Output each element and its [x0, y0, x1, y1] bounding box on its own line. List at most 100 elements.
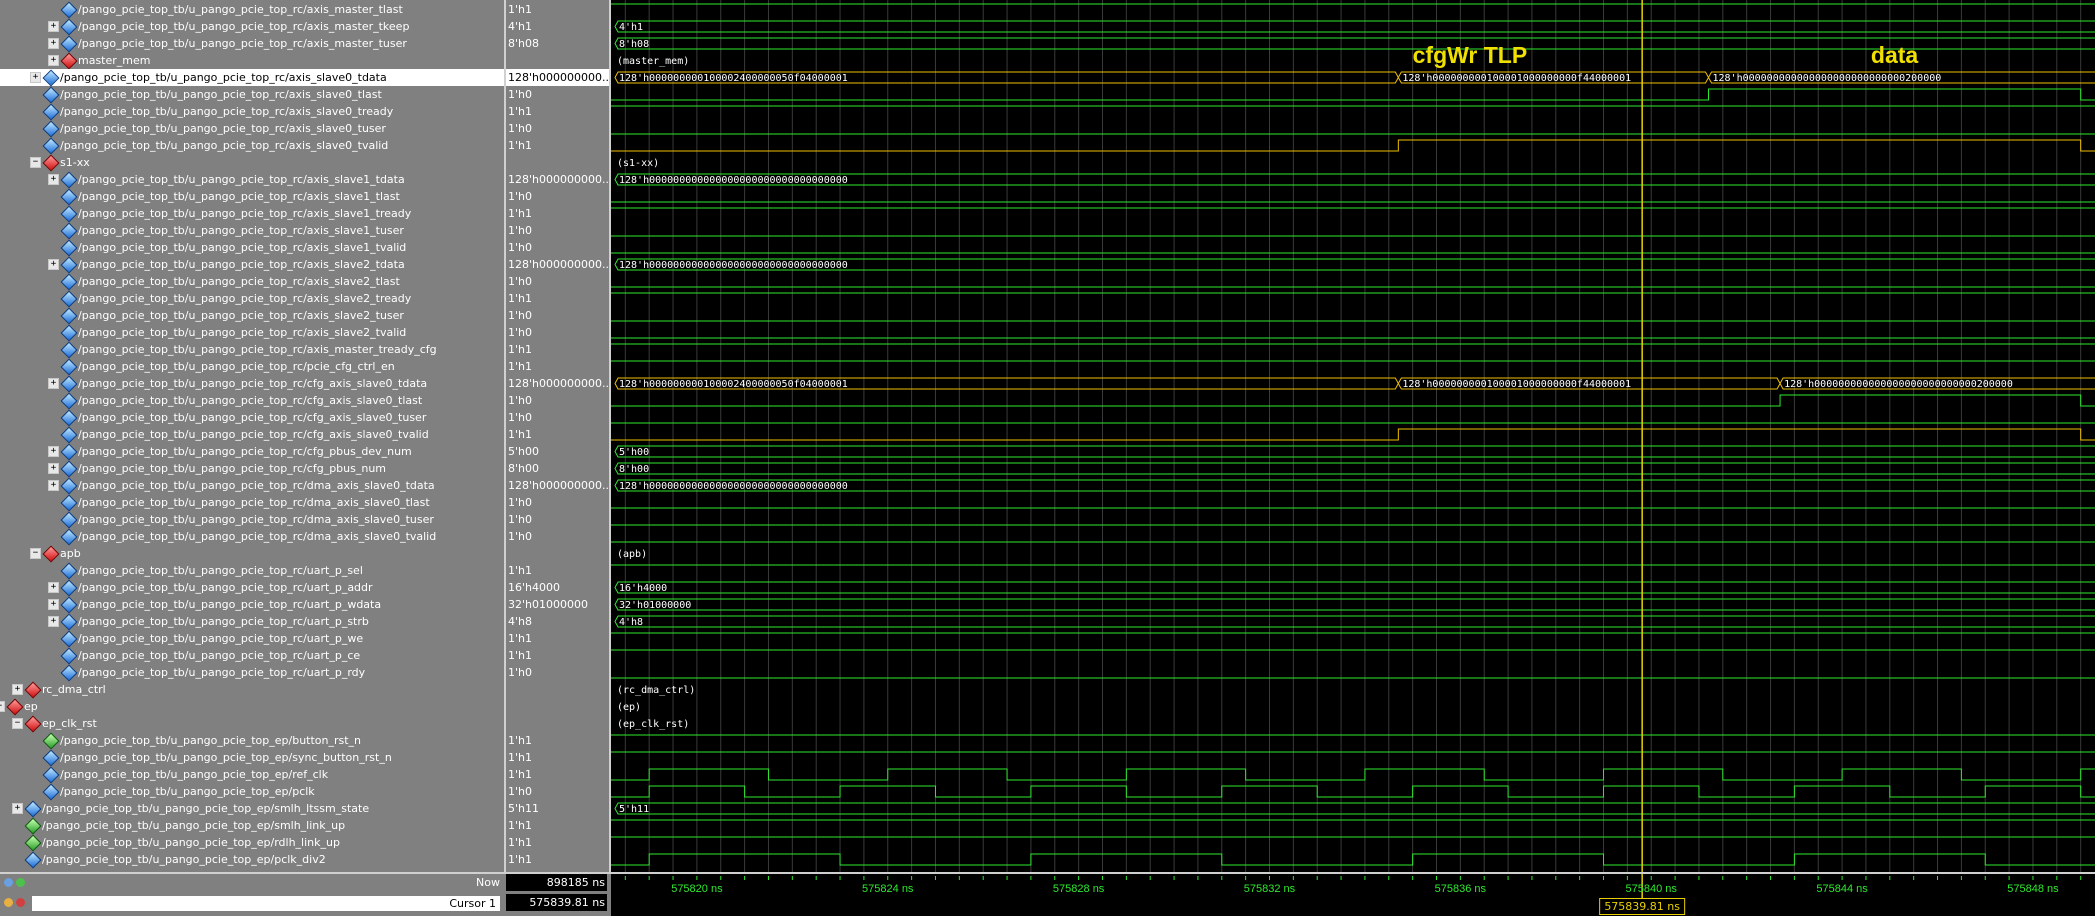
signal-row[interactable]: /pango_pcie_top_tb/u_pango_pcie_top_rc/a… [0, 273, 504, 291]
signal-row[interactable]: + /pango_pcie_top_tb/u_pango_pcie_top_rc/… [0, 171, 504, 189]
signal-row[interactable]: /pango_pcie_top_tb/u_pango_pcie_top_rc/a… [0, 290, 504, 308]
signal-row[interactable]: /pango_pcie_top_tb/u_pango_pcie_top_rc/a… [0, 1, 504, 19]
waveform-pane[interactable]: 4'h1 8'h08 (master_mem) 128'h00000000010000… [611, 0, 2095, 872]
expand-icon[interactable]: + [30, 72, 41, 83]
signal-row[interactable]: /pango_pcie_top_tb/u_pango_pcie_top_rc/a… [0, 137, 504, 155]
signal-name: master_mem [78, 54, 151, 67]
signal-row[interactable]: /pango_pcie_top_tb/u_pango_pcie_top_ep/s… [0, 817, 504, 835]
signal-row[interactable]: /pango_pcie_top_tb/u_pango_pcie_top_ep/r… [0, 834, 504, 852]
zoom-icon[interactable] [4, 878, 13, 887]
time-ruler[interactable]: 575839.81 ns 575820 ns 575824 ns 575828 ns… [611, 874, 2095, 916]
bus-value-label: 5'h00 [619, 447, 649, 458]
signal-row[interactable]: /pango_pcie_top_tb/u_pango_pcie_top_ep/r… [0, 766, 504, 784]
signal-row[interactable]: /pango_pcie_top_tb/u_pango_pcie_top_ep/s… [0, 749, 504, 767]
expand-icon[interactable]: + [48, 463, 59, 474]
signal-row[interactable]: + /pango_pcie_top_tb/u_pango_pcie_top_rc/… [0, 443, 504, 461]
signal-row[interactable]: − ep [0, 698, 504, 716]
bus-segment [614, 258, 2095, 271]
signal-row[interactable]: /pango_pcie_top_tb/u_pango_pcie_top_rc/c… [0, 409, 504, 427]
signal-name: /pango_pcie_top_tb/u_pango_pcie_top_rc/c… [78, 445, 412, 458]
signal-row[interactable]: + /pango_pcie_top_tb/u_pango_pcie_top_rc/… [0, 375, 504, 393]
expand-icon[interactable]: + [48, 21, 59, 32]
expand-icon[interactable]: + [48, 55, 59, 66]
signal-row[interactable]: /pango_pcie_top_tb/u_pango_pcie_top_rc/a… [0, 324, 504, 342]
signal-row[interactable]: /pango_pcie_top_tb/u_pango_pcie_top_rc/c… [0, 392, 504, 410]
signal-row[interactable]: + rc_dma_ctrl [0, 681, 504, 699]
expand-icon[interactable]: + [48, 174, 59, 185]
signal-row[interactable]: /pango_pcie_top_tb/u_pango_pcie_top_rc/u… [0, 647, 504, 665]
delete-cursor-icon[interactable] [16, 898, 25, 907]
signal-name: /pango_pcie_top_tb/u_pango_pcie_top_rc/c… [78, 428, 429, 441]
signal-row[interactable]: /pango_pcie_top_tb/u_pango_pcie_top_rc/u… [0, 664, 504, 682]
expand-icon[interactable]: + [48, 446, 59, 457]
signal-row[interactable]: /pango_pcie_top_tb/u_pango_pcie_top_rc/d… [0, 494, 504, 512]
signal-row[interactable]: /pango_pcie_top_tb/u_pango_pcie_top_rc/a… [0, 205, 504, 223]
bus-value-label: 8'h00 [619, 464, 649, 475]
signal-row[interactable]: + /pango_pcie_top_tb/u_pango_pcie_top_rc/… [0, 477, 504, 495]
signal-row[interactable]: + master_mem [0, 52, 504, 70]
add-cursor-icon[interactable] [16, 878, 25, 887]
signal-name: /pango_pcie_top_tb/u_pango_pcie_top_ep/s… [42, 802, 370, 815]
signal-row[interactable]: /pango_pcie_top_tb/u_pango_pcie_top_rc/a… [0, 120, 504, 138]
signal-row[interactable]: /pango_pcie_top_tb/u_pango_pcie_top_rc/d… [0, 528, 504, 546]
cursor-name[interactable]: Cursor 1 [32, 896, 500, 911]
signal-row[interactable]: − apb [0, 545, 504, 563]
signal-row[interactable]: + /pango_pcie_top_tb/u_pango_pcie_top_rc/… [0, 579, 504, 597]
signal-row[interactable]: /pango_pcie_top_tb/u_pango_pcie_top_rc/a… [0, 222, 504, 240]
signal-row[interactable]: /pango_pcie_top_tb/u_pango_pcie_top_rc/a… [0, 341, 504, 359]
signal-row[interactable]: + /pango_pcie_top_tb/u_pango_pcie_top_rc/… [0, 35, 504, 53]
signal-row[interactable]: /pango_pcie_top_tb/u_pango_pcie_top_rc/a… [0, 239, 504, 257]
collapse-icon[interactable]: − [12, 718, 23, 729]
signal-row[interactable]: /pango_pcie_top_tb/u_pango_pcie_top_ep/p… [0, 851, 504, 869]
signal-row[interactable]: /pango_pcie_top_tb/u_pango_pcie_top_ep/b… [0, 732, 504, 750]
signal-row[interactable]: − ep_clk_rst [0, 715, 504, 733]
cursor-time-box[interactable]: 575839.81 ns [1599, 898, 1685, 915]
expand-icon[interactable]: + [12, 684, 23, 695]
expand-icon[interactable]: + [48, 259, 59, 270]
expand-icon[interactable]: + [48, 599, 59, 610]
signal-row[interactable]: + /pango_pcie_top_tb/u_pango_pcie_top_rc/… [0, 460, 504, 478]
waveform-canvas[interactable]: 4'h1 8'h08 (master_mem) 128'h00000000010000… [611, 0, 2095, 872]
pane-splitter-left[interactable] [504, 0, 506, 916]
signal-row[interactable]: /pango_pcie_top_tb/u_pango_pcie_top_rc/a… [0, 188, 504, 206]
pane-splitter-right[interactable] [609, 0, 611, 916]
signal-row[interactable]: + /pango_pcie_top_tb/u_pango_pcie_top_ep/… [0, 800, 504, 818]
signal-diamond-icon [60, 528, 78, 546]
expand-icon[interactable]: + [48, 480, 59, 491]
cursor-value[interactable]: 575839.81 ns [506, 894, 607, 911]
signal-name: /pango_pcie_top_tb/u_pango_pcie_top_rc/a… [60, 139, 389, 152]
expand-icon[interactable]: + [48, 38, 59, 49]
signal-name: /pango_pcie_top_tb/u_pango_pcie_top_rc/c… [78, 377, 428, 390]
signal-row[interactable]: /pango_pcie_top_tb/u_pango_pcie_top_rc/p… [0, 358, 504, 376]
signal-row[interactable]: /pango_pcie_top_tb/u_pango_pcie_top_rc/u… [0, 630, 504, 648]
signal-row[interactable]: /pango_pcie_top_tb/u_pango_pcie_top_ep/p… [0, 783, 504, 801]
collapse-icon[interactable]: − [0, 701, 5, 712]
signal-row[interactable]: + /pango_pcie_top_tb/u_pango_pcie_top_rc/… [0, 69, 504, 87]
expand-icon[interactable]: + [48, 582, 59, 593]
signal-row[interactable]: + /pango_pcie_top_tb/u_pango_pcie_top_rc/… [0, 596, 504, 614]
signal-value: 1'h1 [508, 632, 532, 645]
collapse-icon[interactable]: − [30, 548, 41, 559]
signal-row[interactable]: + /pango_pcie_top_tb/u_pango_pcie_top_rc/… [0, 18, 504, 36]
signal-name-pane[interactable]: /pango_pcie_top_tb/u_pango_pcie_top_rc/a… [0, 0, 504, 872]
signal-value: 1'h1 [508, 428, 532, 441]
collapse-icon[interactable]: − [30, 157, 41, 168]
expand-icon[interactable]: + [48, 616, 59, 627]
signal-row[interactable]: /pango_pcie_top_tb/u_pango_pcie_top_rc/a… [0, 103, 504, 121]
signal-value-pane[interactable]: 1'h1 4'h1 8'h08 128'h000000000... 1'h0 1'h1 1'… [506, 0, 609, 872]
signal-row[interactable]: /pango_pcie_top_tb/u_pango_pcie_top_rc/c… [0, 426, 504, 444]
bus-segment [614, 581, 2095, 594]
signal-name: /pango_pcie_top_tb/u_pango_pcie_top_rc/d… [78, 513, 434, 526]
signal-row[interactable]: + /pango_pcie_top_tb/u_pango_pcie_top_rc/… [0, 256, 504, 274]
signal-row[interactable]: + /pango_pcie_top_tb/u_pango_pcie_top_rc/… [0, 613, 504, 631]
signal-value: 4'h1 [508, 20, 532, 33]
signal-row[interactable]: − s1-xx [0, 154, 504, 172]
signal-row[interactable]: /pango_pcie_top_tb/u_pango_pcie_top_rc/d… [0, 511, 504, 529]
bus-value-label: 5'h11 [619, 804, 649, 815]
signal-row[interactable]: /pango_pcie_top_tb/u_pango_pcie_top_rc/a… [0, 307, 504, 325]
expand-icon[interactable]: + [12, 803, 23, 814]
lock-cursor-icon[interactable] [4, 898, 13, 907]
expand-icon[interactable]: + [48, 378, 59, 389]
signal-row[interactable]: /pango_pcie_top_tb/u_pango_pcie_top_rc/u… [0, 562, 504, 580]
signal-row[interactable]: /pango_pcie_top_tb/u_pango_pcie_top_rc/a… [0, 86, 504, 104]
